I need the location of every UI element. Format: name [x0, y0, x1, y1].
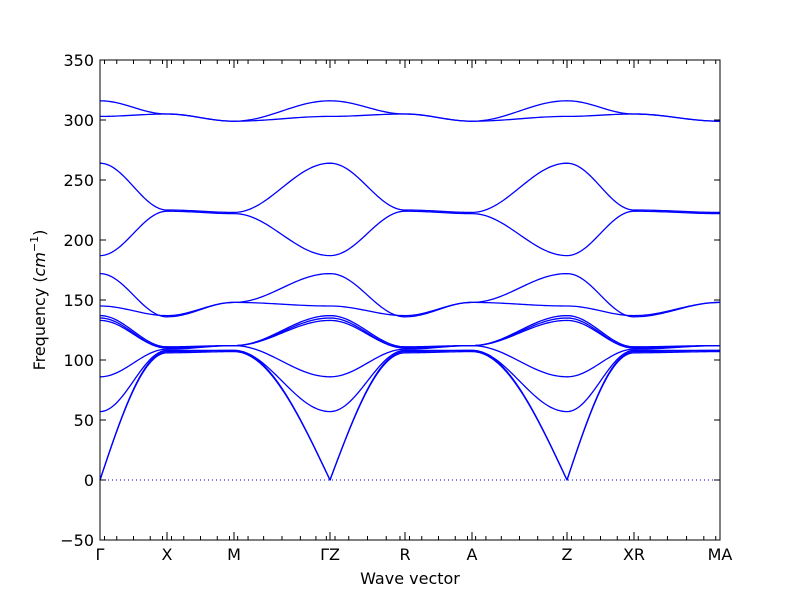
- y-tick-label: 200: [63, 231, 94, 250]
- x-axis-title: Wave vector: [360, 569, 460, 588]
- y-tick-label: −50: [60, 531, 94, 550]
- band-lines: [99, 100, 721, 481]
- x-tick-label: MA: [708, 545, 733, 564]
- band-line: [99, 314, 720, 348]
- x-tick-label: M: [227, 545, 241, 564]
- y-tick-label: 350: [63, 51, 94, 70]
- band-line: [99, 100, 721, 122]
- band-line: [99, 113, 721, 122]
- band-line: [99, 301, 721, 317]
- plot-frame: [99, 59, 721, 541]
- x-tick-label: XR: [623, 545, 645, 564]
- band-line: [99, 344, 721, 378]
- y-axis-title-unit-exponent: −1: [28, 236, 41, 252]
- band-line: [99, 272, 721, 318]
- band-line: [99, 319, 721, 349]
- band-line: [99, 210, 721, 257]
- x-tick-label: Γ: [96, 545, 105, 564]
- y-axis-title-text: Frequency (: [30, 276, 49, 370]
- band-line: [99, 349, 720, 481]
- y-tick-label: 0: [84, 471, 94, 490]
- x-axis-ticks: Γ X M ΓZ R A Z XR MA: [96, 60, 733, 564]
- x-tick-label: R: [399, 545, 410, 564]
- y-axis-title: Frequency (cm−1): [28, 230, 49, 371]
- y-axis-title-unit: cm: [30, 252, 49, 276]
- y-axis-ticks: −50 0 50 100 150 200 250 300 350: [60, 51, 720, 550]
- x-tick-label: Z: [562, 545, 573, 564]
- y-tick-label: 300: [63, 111, 94, 130]
- band-line: [99, 162, 721, 214]
- x-tick-label: A: [467, 545, 478, 564]
- y-tick-label: 50: [74, 411, 94, 430]
- band-line: [99, 317, 721, 349]
- band-line: [99, 350, 720, 481]
- x-tick-label: ΓZ: [320, 545, 340, 564]
- y-tick-label: 150: [63, 291, 94, 310]
- band-line: [99, 349, 720, 413]
- y-tick-label: 250: [63, 171, 94, 190]
- y-tick-label: 100: [63, 351, 94, 370]
- x-tick-label: X: [162, 545, 173, 564]
- y-axis-title-close: ): [30, 230, 49, 236]
